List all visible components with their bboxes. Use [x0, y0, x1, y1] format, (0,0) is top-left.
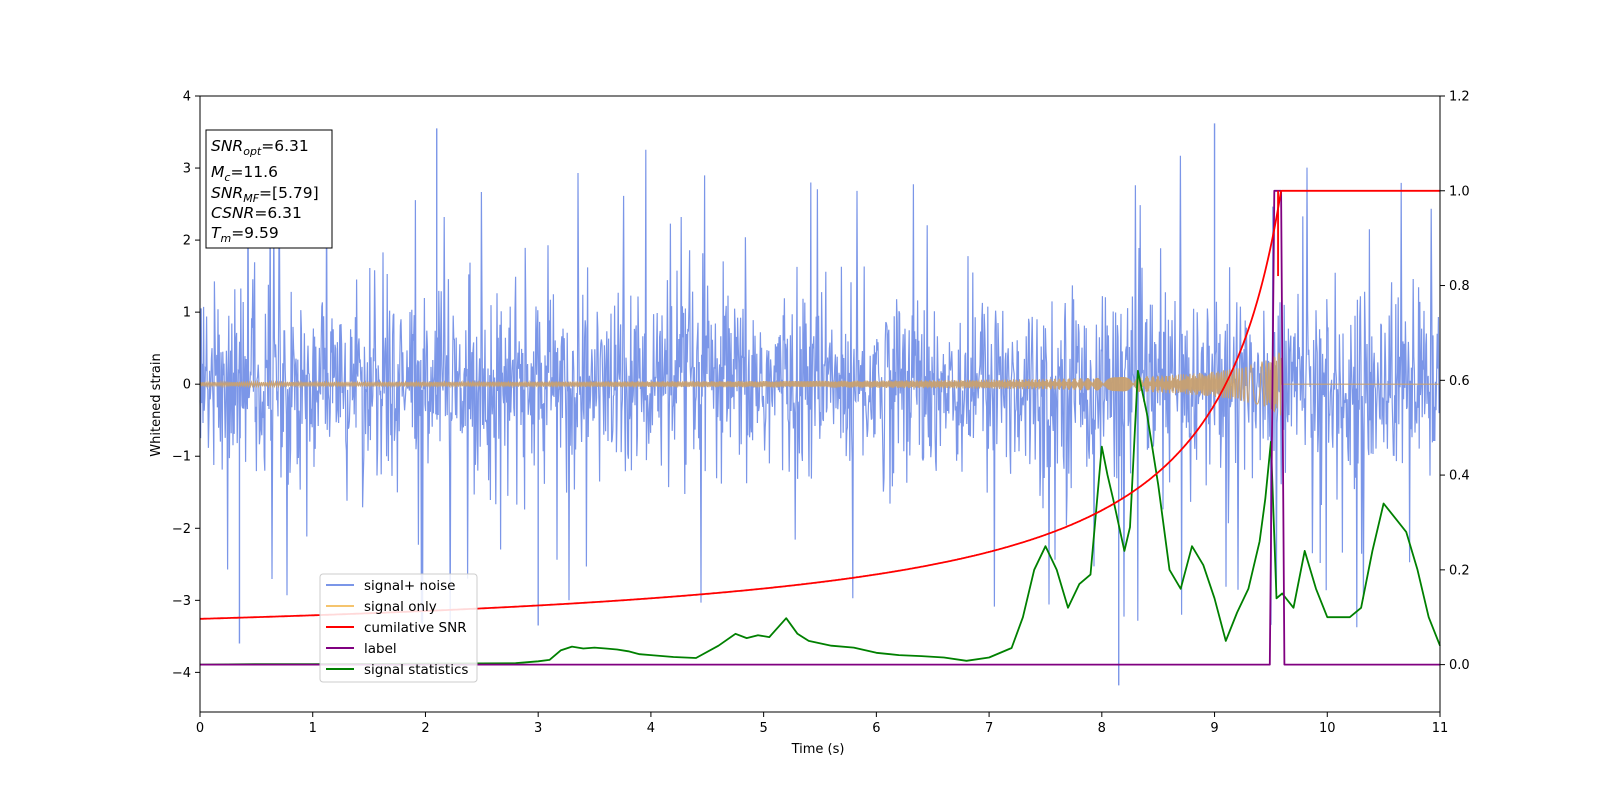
y-left-tick-label: −4 — [172, 666, 191, 681]
signal-statistics-line — [199, 369, 1441, 666]
y-left-axis: 4 3 2 1 0 −1 −2 −3 −4 — [172, 90, 200, 681]
y-right-tick-label: 0.4 — [1449, 469, 1470, 484]
y-right-axis: 1.2 1.0 0.8 0.6 0.4 0.2 0.0 — [1440, 90, 1470, 673]
x-tick-label: 0 — [196, 721, 204, 736]
legend: signal+ noise signal only cumilative SNR… — [319, 573, 478, 683]
info-csnr: CSNR=6.31 — [211, 204, 302, 222]
y-left-tick-label: 3 — [183, 162, 191, 177]
y-left-tick-label: −2 — [172, 522, 191, 537]
y-right-tick-label: 1.2 — [1449, 90, 1470, 105]
info-snr-mf: SNRMF=[5.79] — [211, 184, 319, 205]
info-tm: Tm=9.59 — [211, 224, 279, 245]
x-tick-label: 9 — [1210, 721, 1218, 736]
y-right-tick-label: 0.8 — [1449, 279, 1470, 294]
y-axis-label: Whitened strain — [149, 353, 164, 456]
y-right-tick-label: 1.0 — [1449, 184, 1470, 199]
legend-label-signal-noise: signal+ noise — [364, 578, 455, 594]
x-tick-label: 5 — [759, 721, 767, 736]
x-axis-label: Time (s) — [791, 742, 845, 757]
y-left-tick-label: 0 — [183, 378, 191, 393]
x-axis: 0 1 2 3 4 5 6 7 8 9 10 11 — [196, 712, 1448, 736]
signal-only-line — [199, 351, 1440, 416]
plot-border — [199, 95, 1441, 713]
signal-only-series — [199, 351, 1440, 416]
legend-label-signal-statistics: signal statistics — [364, 662, 468, 678]
signal-statistics-series — [199, 369, 1441, 666]
legend-frame — [319, 573, 478, 683]
y-right-tick-label: 0.2 — [1449, 563, 1470, 578]
legend-label-label: label — [364, 641, 397, 657]
y-left-tick-label: −1 — [172, 450, 191, 465]
y-left-tick-label: 2 — [183, 234, 191, 249]
x-tick-label: 6 — [872, 721, 880, 736]
y-right-tick-label: 0.6 — [1449, 374, 1470, 389]
x-tick-label: 2 — [421, 721, 429, 736]
x-tick-label: 4 — [647, 721, 655, 736]
info-box-frame — [205, 129, 333, 249]
x-tick-label: 11 — [1432, 721, 1449, 736]
x-tick-label: 8 — [1098, 721, 1106, 736]
x-tick-label: 1 — [309, 721, 317, 736]
x-tick-label: 3 — [534, 721, 542, 736]
y-left-tick-label: 1 — [183, 306, 191, 321]
info-box: SNRopt=6.31 Mc=11.6 SNRMF=[5.79] CSNR=6.… — [205, 129, 333, 249]
info-snr-opt: SNRopt=6.31 — [211, 137, 309, 158]
y-right-tick-label: 0.0 — [1449, 658, 1470, 673]
y-left-tick-label: 4 — [183, 90, 191, 105]
legend-label-cumulative-snr: cumilative SNR — [364, 620, 467, 636]
x-tick-label: 7 — [985, 721, 993, 736]
legend-label-signal-only: signal only — [364, 599, 437, 615]
info-mc: Mc=11.6 — [211, 163, 278, 184]
y-left-tick-label: −3 — [172, 594, 191, 609]
x-tick-label: 10 — [1319, 721, 1336, 736]
